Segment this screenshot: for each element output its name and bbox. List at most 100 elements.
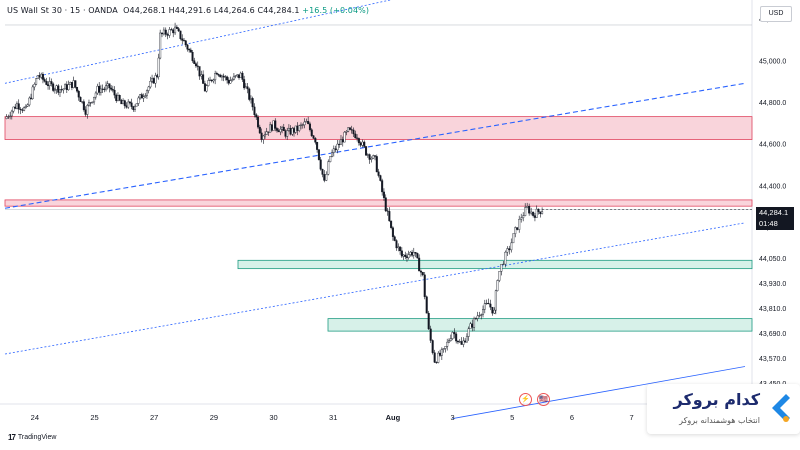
candle-body [469, 323, 472, 329]
support-zone-lower [327, 318, 753, 332]
candle-body [19, 108, 22, 110]
candle-body [482, 309, 485, 315]
candle-body [98, 85, 101, 93]
candle-body [139, 94, 142, 99]
y-tick-label: 44,050.0 [759, 256, 786, 263]
candle-body [36, 75, 39, 79]
x-tick-label: 27 [150, 413, 158, 422]
candle-body [191, 52, 194, 61]
candle-body [111, 89, 114, 91]
candle-body [508, 248, 511, 251]
candle-body [425, 296, 428, 314]
candle-body [514, 227, 517, 234]
candle-body [170, 29, 173, 31]
candle-body [45, 81, 48, 85]
candle-body [524, 207, 527, 216]
candle-body [251, 98, 254, 108]
y-tick-label: 45,000.0 [759, 58, 786, 65]
candle-body [435, 362, 438, 364]
candle-body [86, 105, 89, 115]
candle-body [520, 217, 523, 220]
candle-body [458, 341, 461, 343]
candle-body [72, 80, 75, 88]
candle-body [21, 109, 24, 111]
candle-body [471, 323, 474, 328]
candle-body [377, 171, 380, 176]
candle-body [179, 30, 182, 39]
brand-subtitle: انتخاب هوشمندانه بروکر [679, 416, 760, 425]
candle-body [502, 263, 505, 265]
candle-body [462, 340, 465, 345]
candle-body [405, 256, 408, 258]
candle-body [303, 121, 306, 126]
candle-body [110, 87, 113, 90]
candle-body [473, 318, 476, 328]
candle-body [537, 208, 540, 212]
candle-body [272, 120, 275, 131]
candle-body [284, 130, 287, 137]
candle-body [137, 97, 140, 104]
candle-body [286, 130, 289, 137]
candle-body [416, 253, 419, 259]
candle-body [539, 211, 542, 214]
ohlc-close: C44,284.1 [257, 6, 300, 15]
candle-body [334, 148, 337, 151]
candle-body [161, 32, 164, 35]
candle-body [305, 121, 308, 123]
candle-body [274, 120, 277, 129]
candle-body [226, 76, 229, 81]
candle-body [370, 158, 373, 160]
candle-body [339, 139, 342, 145]
candle-body [58, 89, 61, 93]
candle-body [289, 127, 292, 135]
candle-body [332, 148, 335, 153]
candle-body [23, 107, 26, 111]
tradingview-logo[interactable]: 17 TradingView [8, 433, 56, 442]
candle-body [198, 66, 201, 77]
candle-body [236, 74, 239, 76]
candle-body [96, 85, 99, 94]
candle-body [186, 44, 189, 50]
last-price-label: 44,284.1 01:48 [756, 207, 794, 230]
candle-body [308, 123, 311, 130]
candle-body [518, 218, 521, 230]
candle-body [412, 252, 415, 256]
candle-body [65, 84, 68, 90]
event-flag-icon[interactable]: 🇺🇸 [537, 393, 550, 406]
candle-body [241, 72, 244, 80]
candle-body [480, 314, 483, 316]
candle-body [467, 328, 470, 337]
candle-body [154, 75, 157, 84]
candle-body [248, 88, 251, 100]
candle-body [293, 128, 296, 133]
x-axis-ticks: 242527293031Aug35678 [31, 413, 694, 422]
currency-button[interactable]: USD [760, 6, 792, 22]
candle-body [81, 101, 84, 103]
candle-body [209, 79, 212, 81]
candle-body [48, 81, 51, 87]
candle-body [455, 333, 458, 342]
symbol-name[interactable]: US Wall St 30 · 15 · OANDA [7, 6, 118, 15]
candle-body [453, 332, 456, 335]
candle-body [301, 124, 304, 126]
candle-body [510, 242, 513, 251]
candle-body [93, 96, 96, 103]
event-lightning-icon[interactable]: ⚡ [519, 393, 532, 406]
candle-body [183, 40, 186, 42]
candle-body [350, 129, 353, 131]
candle-body [28, 97, 31, 106]
candle-body [384, 197, 387, 211]
candle-body [512, 233, 515, 244]
candle-body [277, 130, 280, 133]
candle-body [279, 128, 282, 133]
candle-body [212, 79, 215, 82]
ohlc-low: L44,264.6 [213, 6, 255, 15]
candle-body [9, 115, 12, 117]
candle-body [372, 155, 375, 159]
candle-body [500, 264, 503, 272]
candle-body [341, 139, 344, 143]
candle-body [200, 74, 203, 77]
candle-body [397, 246, 400, 249]
candle-body [203, 83, 206, 92]
